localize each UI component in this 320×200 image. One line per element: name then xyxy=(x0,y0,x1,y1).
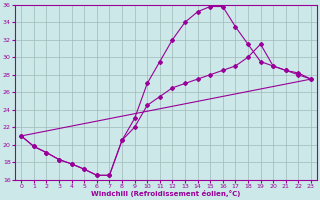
X-axis label: Windchill (Refroidissement éolien,°C): Windchill (Refroidissement éolien,°C) xyxy=(92,190,241,197)
